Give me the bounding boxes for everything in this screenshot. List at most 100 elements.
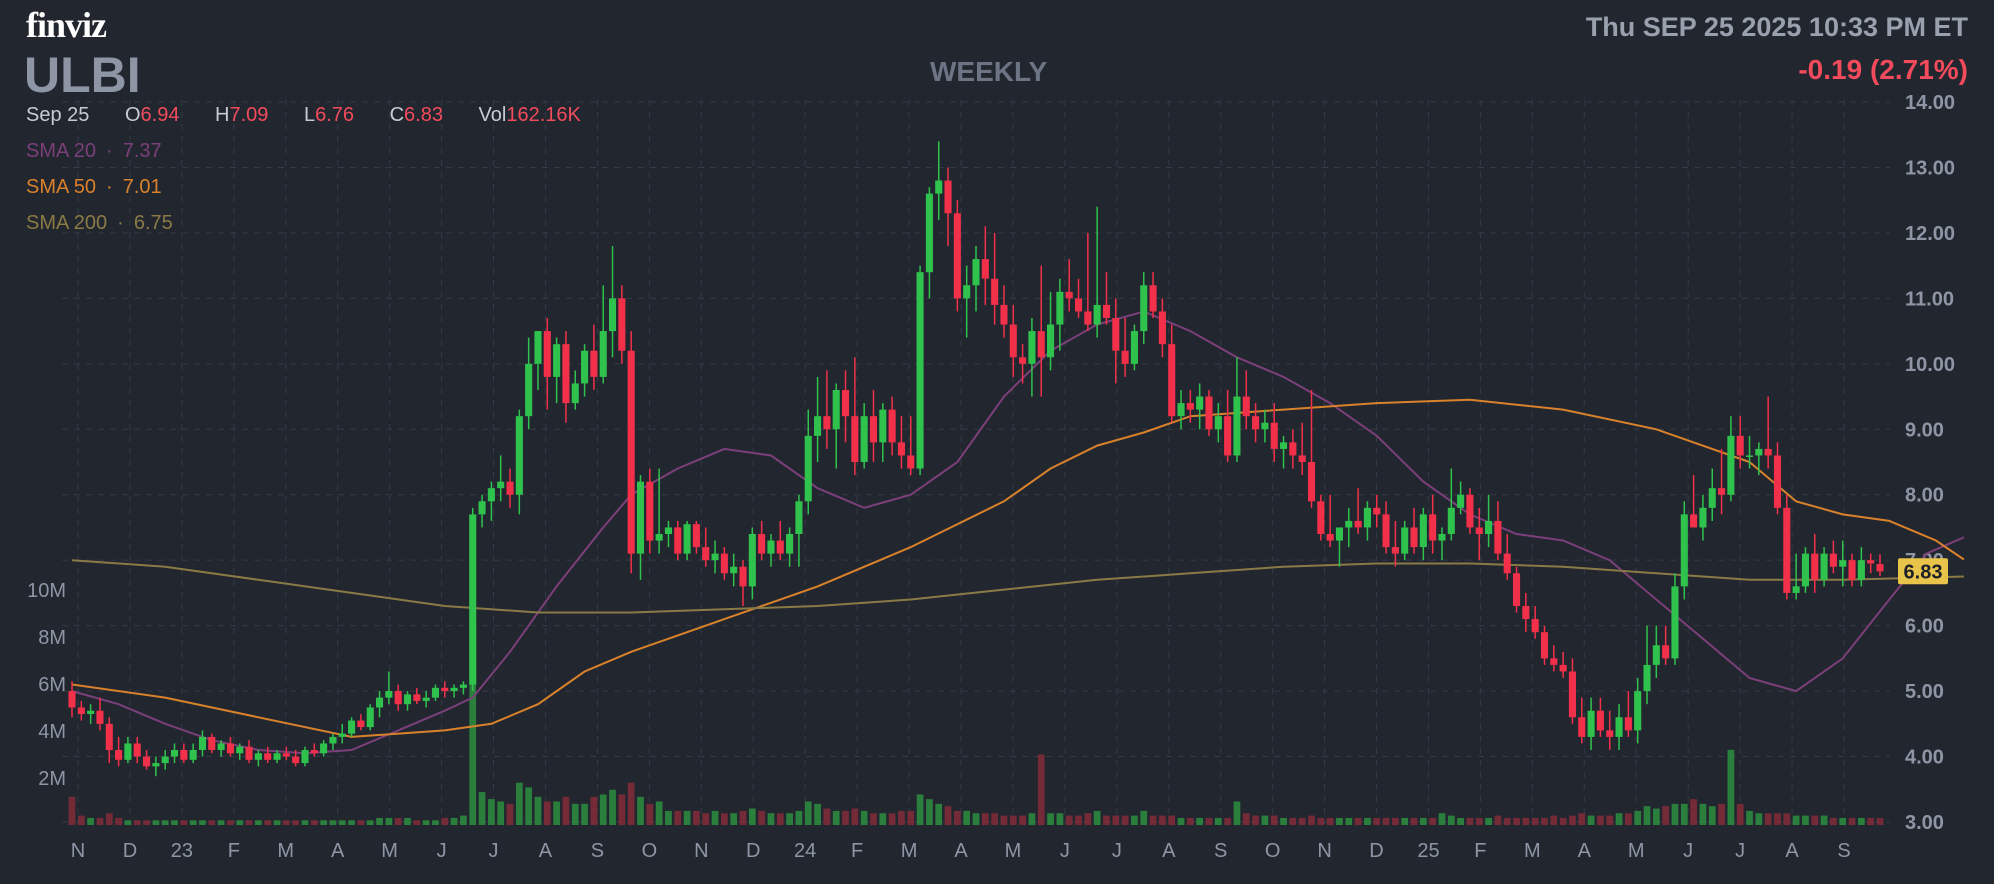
candle-body (1019, 357, 1027, 364)
volume-bar (161, 820, 169, 825)
volume-bar (1643, 806, 1651, 825)
low-value: 6.76 (315, 104, 355, 126)
sma20-legend[interactable]: SMA 20 · 7.37 (26, 140, 162, 162)
candle-body (1680, 514, 1688, 587)
candle-body (1475, 527, 1483, 534)
volume-bar (1606, 815, 1614, 825)
volume-bar (1625, 813, 1632, 825)
candle-body (1177, 403, 1185, 417)
volume-value: 162.16K (506, 104, 581, 126)
candle-body (1531, 619, 1539, 633)
x-tick-label: F (228, 840, 240, 862)
x-tick-label: O (1265, 840, 1281, 862)
volume-bar (842, 810, 849, 825)
last-price-badge (1898, 558, 1948, 585)
high-value: 7.09 (229, 104, 269, 126)
x-tick-label: A (539, 840, 553, 862)
candle-body (338, 733, 346, 737)
volume-bar (823, 808, 831, 825)
volume-bar (1792, 815, 1800, 825)
candle-body (366, 707, 374, 728)
volume-bar (1867, 817, 1875, 825)
volume-bar (637, 796, 644, 825)
x-tick-label: N (1317, 840, 1331, 862)
candle-body (525, 363, 533, 417)
volume-bar (879, 813, 887, 825)
ohlc-date: Sep 25 (26, 104, 90, 126)
volume-bar (1308, 815, 1315, 825)
x-tick-label: S (1214, 840, 1227, 862)
volume-bar (460, 815, 467, 825)
candle-body (795, 501, 803, 534)
candle-body (590, 350, 598, 377)
y-tick-label: 9.00 (1905, 419, 1944, 441)
volume-bar (1774, 813, 1781, 825)
candle-body (1047, 324, 1055, 358)
volume-bar (1298, 817, 1306, 825)
x-tick-label: A (954, 840, 968, 862)
candle-body (935, 180, 943, 194)
sma50-line (71, 398, 1965, 738)
volume-bar (711, 810, 719, 825)
volume-bar (1233, 801, 1241, 825)
volume-bar (1382, 817, 1390, 825)
candle-body (1596, 710, 1604, 731)
candle-body (776, 540, 784, 554)
candle-body (413, 694, 421, 701)
candle-body (1345, 520, 1353, 528)
candle-body (786, 534, 794, 554)
volume-bar (1475, 817, 1483, 825)
candle-body (1242, 396, 1250, 417)
close-label: C (389, 104, 405, 126)
y-tick-label: 3.00 (1905, 812, 1944, 834)
candle-body (1130, 331, 1138, 364)
volume-bar (1186, 817, 1194, 825)
sma200-legend[interactable]: SMA 200 · 6.75 (26, 212, 173, 234)
candle-body (226, 743, 234, 754)
volume-bar (1531, 817, 1539, 825)
x-tick-label: F (1474, 840, 1486, 862)
finviz-logo[interactable]: finviz (26, 5, 107, 45)
volume-bar (1578, 813, 1586, 825)
y-axis: 14.0013.0012.0011.0010.009.008.007.006.0… (1905, 92, 1955, 834)
volume-bar (310, 820, 318, 825)
volume-bar (1205, 817, 1213, 825)
candle-body (804, 435, 812, 502)
candle-body (1429, 514, 1437, 541)
candle-body (1540, 632, 1549, 659)
volume-bar (1802, 815, 1809, 825)
candle-body (143, 756, 151, 767)
candle-body (506, 481, 514, 495)
volume-bar (1820, 815, 1828, 825)
volume-bar (1858, 817, 1865, 825)
volume-bar (1121, 815, 1129, 825)
volume-bar (1615, 813, 1623, 825)
candle-body (981, 259, 989, 279)
candle-body (1056, 291, 1064, 325)
volume-bar (422, 820, 430, 825)
candle-body (1801, 553, 1809, 587)
x-tick-label: J (1112, 840, 1122, 862)
candle-body (68, 691, 76, 708)
volume-bar (1336, 817, 1343, 825)
volume-bar (1494, 815, 1502, 825)
x-tick-label: D (123, 840, 137, 862)
volume-bar (609, 789, 616, 825)
candle-body (1745, 455, 1754, 457)
sma50-legend[interactable]: SMA 50 · 7.01 (26, 176, 162, 198)
candle-body (869, 416, 878, 443)
volume-bar (860, 810, 868, 825)
x-tick-label: N (71, 840, 85, 862)
volume-bar (1429, 817, 1437, 825)
volume-bar (376, 817, 383, 825)
volume-bar (693, 810, 700, 825)
volume-bar (702, 813, 710, 825)
volume-bar (1401, 817, 1409, 825)
candle-body (478, 501, 486, 515)
x-tick-label: A (1162, 840, 1176, 862)
grid (62, 100, 1890, 824)
volume-bar (683, 810, 691, 825)
volume-bar (478, 792, 486, 825)
volume-bar (488, 799, 495, 825)
